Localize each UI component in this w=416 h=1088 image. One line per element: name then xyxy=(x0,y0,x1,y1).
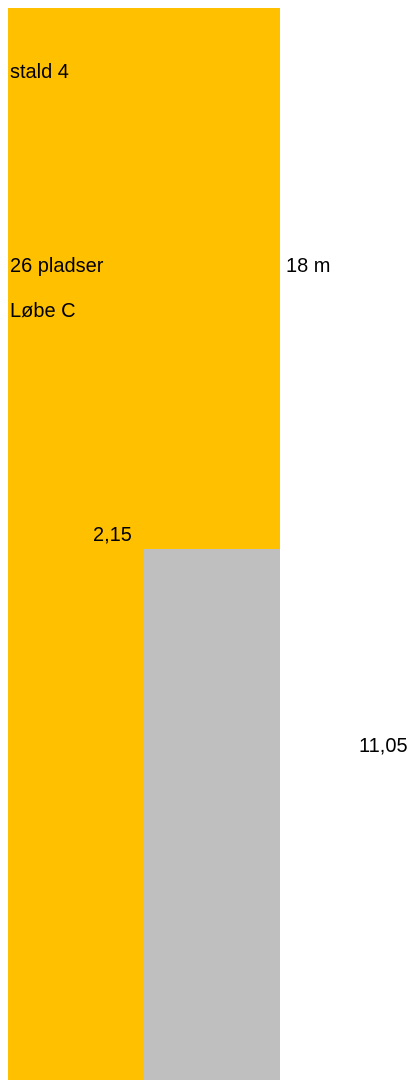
places-label: 26 pladser xyxy=(10,255,104,277)
stable-block-lower xyxy=(8,549,144,1080)
length-label: 18 m xyxy=(286,255,331,277)
stable-name-label: stald 4 xyxy=(10,61,69,83)
grey-length-label: 11,05 xyxy=(359,735,408,757)
width-label: 2,15 xyxy=(93,524,132,546)
run-label: Løbe C xyxy=(10,300,76,322)
stable-block-top xyxy=(8,8,280,549)
grey-area-block xyxy=(144,549,280,1080)
